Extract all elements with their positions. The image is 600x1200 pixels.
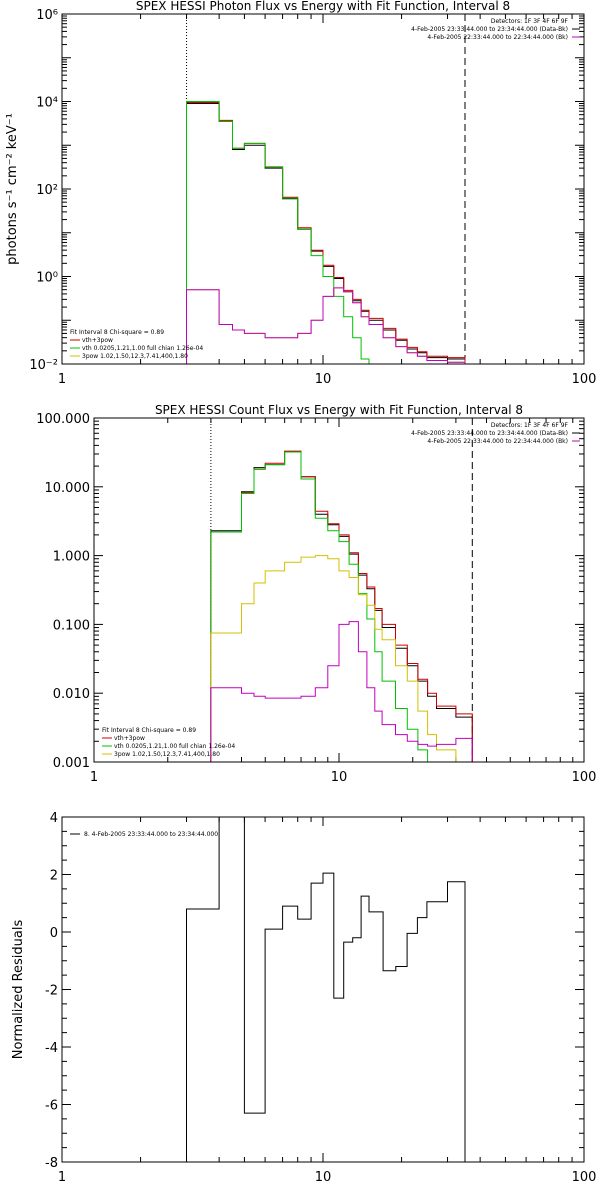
x-tick-label: 100 xyxy=(572,372,597,387)
y-tick-label: -4 xyxy=(45,1041,58,1056)
y-tick-label: 0.100 xyxy=(53,618,90,633)
series-group xyxy=(210,450,473,762)
y-tick-label: -2 xyxy=(45,984,58,999)
info-right-line: 4-Feb-2005 22:33:44.000 to 22:34:44.000 … xyxy=(427,34,568,41)
info-left-line: 3pow 1.02,1.50,12.3,7.41,400,1.80 xyxy=(82,353,188,360)
y-tick-label: 10⁴ xyxy=(36,96,58,111)
y-axis-label: photons s⁻¹ cm⁻² keV⁻¹ xyxy=(5,113,20,265)
panel-1 xyxy=(61,13,585,365)
series-1-line xyxy=(210,451,473,762)
x-tick-label: 100 xyxy=(572,770,597,785)
y-tick-label: 10² xyxy=(36,183,58,198)
legend-label: 8. 4-Feb-2005 23:33:44.000 to 23:34:44.0… xyxy=(84,831,218,838)
info-left-line: 3pow 1.02,1.50,12.3,7.41,400,1.80 xyxy=(114,751,220,758)
series-5-line xyxy=(210,621,473,762)
plot-frame xyxy=(93,417,585,763)
y-tick-label: 10⁻² xyxy=(29,358,58,373)
x-tick-label: 1 xyxy=(58,372,66,387)
x-tick-label: 1 xyxy=(58,1170,66,1185)
y-axis-label: Normalized Residuals xyxy=(11,920,26,1060)
info-left-line: Fit Interval 8 Chi-square = 0.89 xyxy=(70,329,164,336)
series-3-line xyxy=(210,451,429,762)
series-group xyxy=(186,817,466,1162)
plot-frame xyxy=(61,13,585,365)
panel-2 xyxy=(93,417,585,763)
series-group xyxy=(186,101,466,364)
info-left-line: vth+3pow xyxy=(114,735,145,742)
y-tick-label: 0 xyxy=(50,926,58,941)
info-left-line: vth+3pow xyxy=(82,337,113,344)
info-left-line: vth 0.0205,1.21,1.00 full chian 1.26e-04 xyxy=(82,345,203,352)
y-tick-label: 10⁶ xyxy=(36,8,58,23)
info-right-line: 4-Feb-2005 23:33:44.000 to 23:34:44.000 … xyxy=(411,26,568,33)
plot-frame xyxy=(61,816,585,1163)
y-tick-label: 0.001 xyxy=(53,756,90,771)
series-4-line xyxy=(210,555,473,762)
panel-2-title: SPEX HESSI Count Flux vs Energy with Fit… xyxy=(155,403,523,417)
y-tick-label: 100.000 xyxy=(36,412,90,427)
y-tick-label: 4 xyxy=(50,811,58,826)
series-5-line xyxy=(186,287,466,364)
y-tick-label: 2 xyxy=(50,869,58,884)
series-4-line xyxy=(186,287,466,364)
series-2-line xyxy=(186,102,466,364)
y-tick-label: 1.000 xyxy=(53,550,90,565)
series-1-line xyxy=(186,103,466,364)
series-1-line xyxy=(186,817,466,1162)
info-left-line: vth 0.0205,1.21,1.00 full chian 1.26e-04 xyxy=(114,743,235,750)
info-right-line: Detectors: 1F 3F 4F 6F 9F xyxy=(491,18,569,25)
y-tick-label: 0.010 xyxy=(53,687,90,702)
x-tick-label: 1 xyxy=(90,770,98,785)
y-tick-label: -6 xyxy=(45,1099,58,1114)
info-right-line: Detectors: 1F 3F 4F 6F 9F xyxy=(491,422,569,429)
y-tick-label: -8 xyxy=(45,1156,58,1171)
series-2-line xyxy=(210,450,473,762)
x-tick-label: 10 xyxy=(315,1170,332,1185)
y-tick-label: 10⁰ xyxy=(36,271,58,286)
info-right-line: 4-Feb-2005 22:33:44.000 to 22:34:44.000 … xyxy=(427,438,568,445)
x-tick-label: 100 xyxy=(572,1170,597,1185)
x-tick-label: 10 xyxy=(331,770,348,785)
info-right-line: 4-Feb-2005 23:33:44.000 to 23:34:44.000 … xyxy=(411,430,568,437)
series-3-line xyxy=(186,101,370,364)
y-tick-label: 10.000 xyxy=(45,481,91,496)
panel-1-title: SPEX HESSI Photon Flux vs Energy with Fi… xyxy=(136,0,510,13)
x-tick-label: 10 xyxy=(315,372,332,387)
info-left-line: Fit Interval 8 Chi-square = 0.89 xyxy=(102,727,196,734)
panel-3 xyxy=(61,816,585,1163)
